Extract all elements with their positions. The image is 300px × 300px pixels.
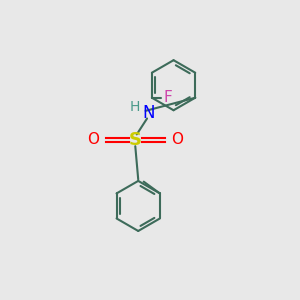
Text: O: O xyxy=(87,132,99,147)
Text: H: H xyxy=(130,100,140,114)
Text: S: S xyxy=(129,131,142,149)
Text: N: N xyxy=(142,104,155,122)
Text: O: O xyxy=(171,132,183,147)
Text: F: F xyxy=(164,90,172,105)
